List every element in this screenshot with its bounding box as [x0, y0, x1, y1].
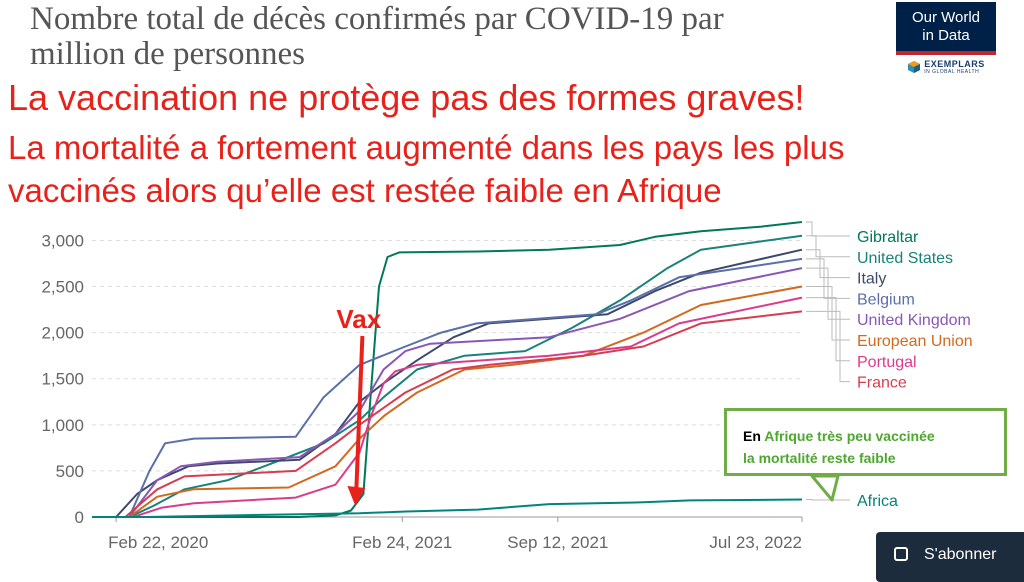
legend: Gibraltar United States Italy Belgium United… — [857, 229, 973, 510]
series-line — [92, 234, 803, 518]
owid-logo-line-1: Our World — [911, 9, 981, 26]
claim-line-3-rest: alors qu’elle est restée faible en Afriq… — [136, 172, 722, 209]
legend-label: Portugal — [857, 354, 917, 371]
legend-connector — [806, 297, 850, 362]
series-line — [92, 267, 803, 518]
vax-label: Vax — [336, 304, 381, 334]
claim-line-2: La mortalité a fortement augmenté dans l… — [8, 129, 845, 166]
y-tick-label: 3,000 — [41, 231, 84, 250]
subscribe-button[interactable]: S'abonner — [876, 532, 1024, 582]
legend-connector — [806, 267, 850, 320]
series-line — [92, 221, 803, 518]
claim-line-3: vaccinés alors qu’elle est restée faible… — [8, 171, 722, 211]
legend-label: France — [857, 375, 907, 392]
callout-highlight: Afrique très peu vaccinée — [764, 428, 935, 444]
x-tick-label: Feb 24, 2021 — [352, 533, 452, 552]
x-axis-ticks: Feb 22, 2020 Feb 24, 2021 Sep 12, 2021 Jul … — [108, 517, 803, 552]
callout-pointer — [810, 474, 840, 502]
callout-prefix: En — [743, 428, 765, 444]
y-axis-ticks: 0 500 1,000 1,500 2,000 2,500 3,000 — [41, 231, 84, 527]
series-line — [92, 310, 803, 518]
series-line — [92, 498, 803, 518]
x-tick-label: Feb 22, 2020 — [108, 533, 208, 552]
x-tick-label: Sep 12, 2021 — [507, 533, 608, 552]
legend-connector — [806, 235, 850, 258]
legend-label: Italy — [857, 271, 886, 288]
owid-logo-box: Our World in Data — [896, 2, 996, 55]
legend-label: Gibraltar — [857, 229, 919, 246]
legend-label: Belgium — [857, 291, 915, 308]
legend-connector — [806, 286, 850, 341]
subscribe-label: S'abonner — [924, 546, 997, 563]
legend-label: United States — [857, 250, 953, 267]
legend-label: European Union — [857, 333, 973, 350]
legend-connector — [806, 310, 850, 383]
y-tick-label: 1,000 — [41, 416, 84, 435]
series-lines — [92, 221, 803, 518]
owid-logo[interactable]: Our World in Data EXEMPLARS IN GLOBAL HE… — [896, 2, 996, 75]
series-line — [92, 257, 803, 518]
legend-connector — [806, 499, 850, 501]
y-tick-label: 2,500 — [41, 278, 84, 297]
legend-connector — [806, 221, 850, 237]
y-tick-label: 1,500 — [41, 370, 84, 389]
y-tick-label: 2,000 — [41, 324, 84, 343]
chart-title-line-2: million de personnes — [30, 36, 305, 72]
claim-line-1: La vaccination ne protège pas des formes… — [8, 77, 805, 118]
exemplars-logo: EXEMPLARS IN GLOBAL HEALTH — [896, 59, 996, 75]
legend-label: Africa — [857, 493, 898, 510]
legend-connectors — [806, 221, 850, 501]
owid-logo-line-2: in Data — [922, 27, 970, 44]
y-tick-label: 0 — [75, 508, 84, 527]
legend-connector — [806, 249, 850, 279]
vax-annotation: Vax — [336, 304, 840, 506]
legend-label: United Kingdom — [857, 312, 971, 329]
vax-arrow-shaft — [354, 335, 365, 489]
subscribe-icon — [894, 547, 908, 561]
exemplars-cube-icon — [908, 61, 921, 73]
callout-line-2: la mortalité reste faible — [743, 450, 896, 466]
x-tick-label: Jul 23, 2022 — [709, 533, 802, 552]
exemplars-label: EXEMPLARS — [924, 59, 985, 69]
chart-title-line-1: Nombre total de décès confirmés par COVI… — [30, 1, 724, 37]
legend-connector — [806, 258, 850, 299]
chart-title: Nombre total de décès confirmés par COVI… — [30, 2, 870, 72]
y-tick-label: 500 — [56, 462, 84, 481]
series-line — [92, 285, 803, 518]
vax-arrow-head — [347, 486, 366, 506]
africa-callout: En Afrique très peu vaccinée la mortalit… — [724, 408, 1007, 476]
exemplars-sub-label: IN GLOBAL HEALTH — [924, 69, 980, 75]
callout-line-1: En Afrique très peu vaccinée — [743, 425, 994, 447]
claim-line-3-emphasis: vaccinés — [8, 172, 137, 209]
